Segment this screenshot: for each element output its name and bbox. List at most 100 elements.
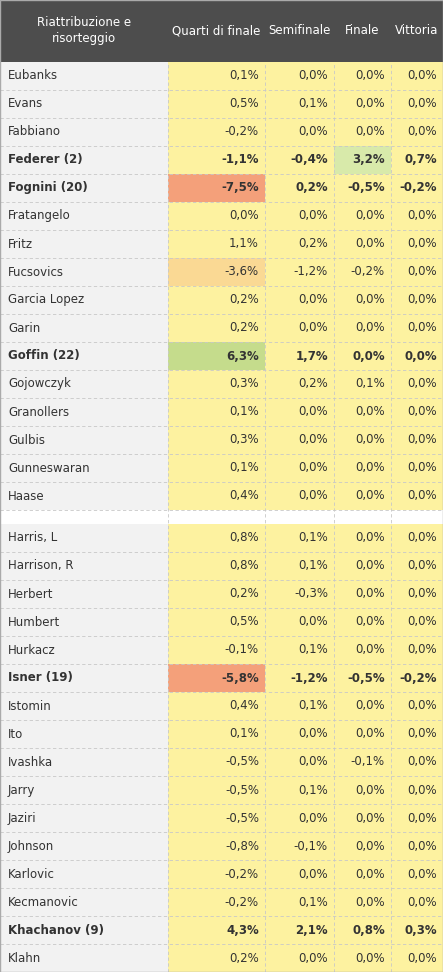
Text: 0,0%: 0,0% <box>229 210 259 223</box>
Bar <box>265 552 334 580</box>
Bar <box>334 860 391 888</box>
Text: 0,0%: 0,0% <box>355 783 385 796</box>
Bar <box>168 426 265 454</box>
Bar <box>0 342 168 370</box>
Bar <box>391 888 443 916</box>
Bar <box>391 118 443 146</box>
Bar <box>0 608 168 636</box>
Bar <box>0 202 168 230</box>
Text: Johnson: Johnson <box>8 840 54 852</box>
Bar <box>265 608 334 636</box>
Bar <box>334 832 391 860</box>
Bar <box>0 62 168 90</box>
Bar <box>0 664 168 692</box>
Text: 0,0%: 0,0% <box>355 840 385 852</box>
Bar <box>334 804 391 832</box>
Text: 0,0%: 0,0% <box>408 867 437 881</box>
Bar <box>168 146 265 174</box>
Text: Finale: Finale <box>345 24 380 38</box>
Text: 0,1%: 0,1% <box>298 560 328 573</box>
Text: Hurkacz: Hurkacz <box>8 643 56 656</box>
Bar <box>334 230 391 258</box>
Text: 0,0%: 0,0% <box>299 322 328 334</box>
Bar <box>168 608 265 636</box>
Text: -0,5%: -0,5% <box>347 672 385 684</box>
Bar <box>334 608 391 636</box>
Text: Fratangelo: Fratangelo <box>8 210 71 223</box>
Bar <box>391 748 443 776</box>
Bar <box>334 62 391 90</box>
Bar <box>265 398 334 426</box>
Bar <box>334 286 391 314</box>
Text: 0,0%: 0,0% <box>408 125 437 138</box>
Text: Riattribuzione e
risorteggio: Riattribuzione e risorteggio <box>37 17 131 46</box>
Text: Ito: Ito <box>8 727 23 741</box>
Bar <box>265 202 334 230</box>
Text: 0,0%: 0,0% <box>408 783 437 796</box>
Bar <box>265 860 334 888</box>
Bar <box>0 174 168 202</box>
Bar <box>391 370 443 398</box>
Bar <box>168 314 265 342</box>
Bar <box>0 230 168 258</box>
Text: 0,0%: 0,0% <box>355 867 385 881</box>
Bar <box>334 664 391 692</box>
Text: 3,2%: 3,2% <box>352 154 385 166</box>
Text: -0,1%: -0,1% <box>225 643 259 656</box>
Bar <box>334 314 391 342</box>
Text: 0,0%: 0,0% <box>408 895 437 909</box>
Bar <box>265 692 334 720</box>
Bar <box>265 748 334 776</box>
Bar <box>334 692 391 720</box>
Text: 0,0%: 0,0% <box>408 755 437 769</box>
Text: Karlovic: Karlovic <box>8 867 55 881</box>
Bar <box>0 510 443 524</box>
Text: 0,8%: 0,8% <box>229 532 259 544</box>
Bar <box>265 90 334 118</box>
Text: 0,0%: 0,0% <box>408 322 437 334</box>
Bar <box>0 454 168 482</box>
Text: -0,4%: -0,4% <box>290 154 328 166</box>
Bar <box>0 804 168 832</box>
Bar <box>265 62 334 90</box>
Text: -0,2%: -0,2% <box>351 265 385 279</box>
Bar <box>265 664 334 692</box>
Bar <box>391 230 443 258</box>
Text: -0,2%: -0,2% <box>225 867 259 881</box>
Bar <box>265 832 334 860</box>
Bar <box>168 454 265 482</box>
Text: Granollers: Granollers <box>8 405 69 419</box>
Text: -0,2%: -0,2% <box>225 895 259 909</box>
Bar <box>0 776 168 804</box>
Text: Harrison, R: Harrison, R <box>8 560 74 573</box>
Text: 0,0%: 0,0% <box>355 700 385 712</box>
Text: -0,2%: -0,2% <box>400 182 437 194</box>
Text: 0,0%: 0,0% <box>408 265 437 279</box>
Text: Gunneswaran: Gunneswaran <box>8 462 89 474</box>
Bar <box>265 314 334 342</box>
Bar <box>168 860 265 888</box>
Bar <box>391 426 443 454</box>
Bar <box>168 258 265 286</box>
Text: 0,0%: 0,0% <box>408 237 437 251</box>
Bar <box>168 776 265 804</box>
Text: 0,0%: 0,0% <box>408 490 437 503</box>
Text: Fucsovics: Fucsovics <box>8 265 64 279</box>
Text: 0,0%: 0,0% <box>355 210 385 223</box>
Bar <box>265 524 334 552</box>
Bar <box>265 776 334 804</box>
Text: -0,1%: -0,1% <box>351 755 385 769</box>
Text: 0,1%: 0,1% <box>298 97 328 111</box>
Text: 0,0%: 0,0% <box>299 210 328 223</box>
Bar <box>391 692 443 720</box>
Bar <box>334 90 391 118</box>
Bar <box>0 0 168 62</box>
Bar <box>265 636 334 664</box>
Bar <box>391 860 443 888</box>
Text: Gojowczyk: Gojowczyk <box>8 377 71 391</box>
Text: Vittoria: Vittoria <box>395 24 439 38</box>
Bar <box>0 552 168 580</box>
Text: Isner (19): Isner (19) <box>8 672 73 684</box>
Text: Fognini (20): Fognini (20) <box>8 182 88 194</box>
Text: 0,0%: 0,0% <box>408 700 437 712</box>
